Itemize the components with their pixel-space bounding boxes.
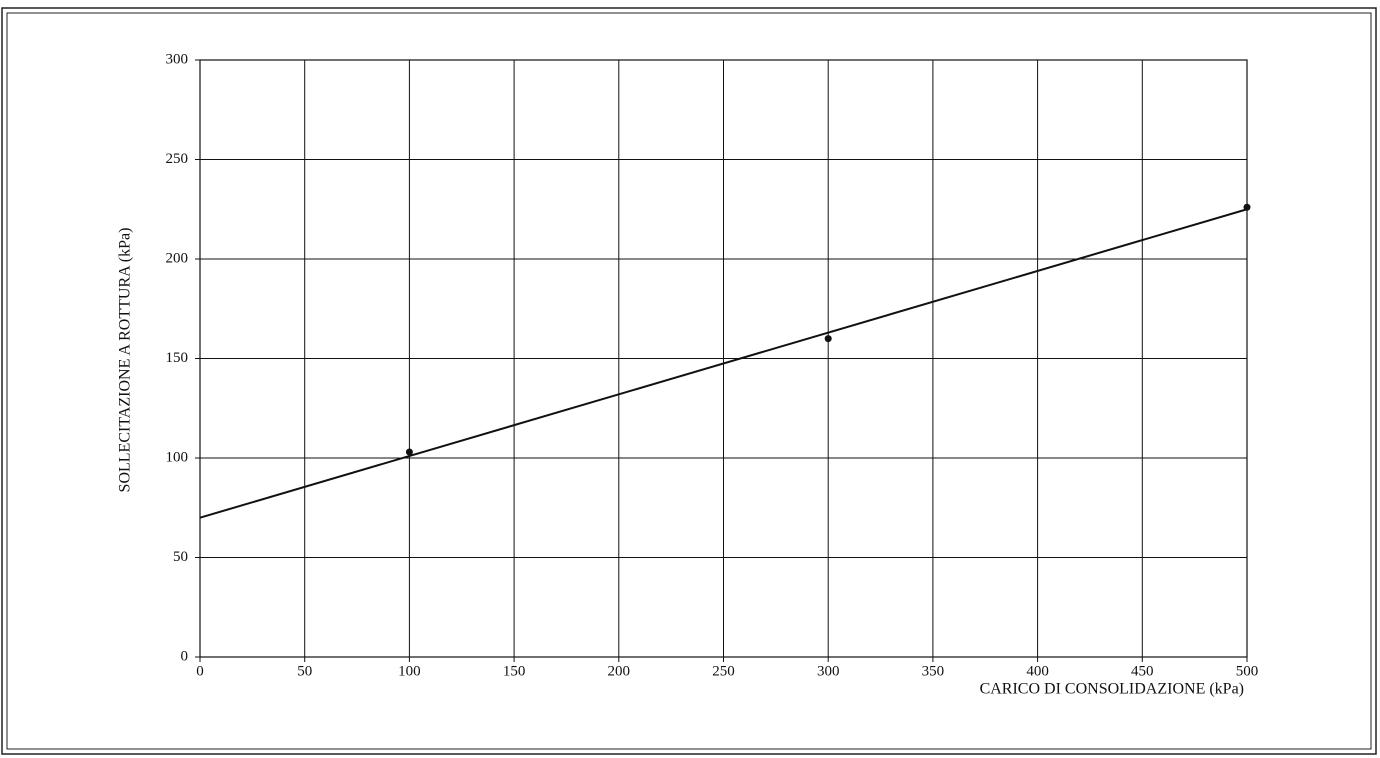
y-tick-label: 200 bbox=[166, 250, 189, 266]
y-tick-label: 100 bbox=[166, 449, 189, 465]
x-tick-label: 200 bbox=[608, 663, 631, 679]
point bbox=[1243, 203, 1251, 211]
y-tick-label: 150 bbox=[166, 350, 189, 366]
x-axis-label: CARICO DI CONSOLIDAZIONE (kPa) bbox=[980, 681, 1244, 698]
trend-line bbox=[199, 208, 1248, 519]
point bbox=[824, 335, 832, 343]
y-axis-label: SOLLECITAZIONE A ROTTURA (kPa) bbox=[117, 228, 134, 493]
x-tick-label: 0 bbox=[196, 663, 204, 679]
y-tick-label: 0 bbox=[181, 648, 189, 664]
y-tick-label: 50 bbox=[173, 549, 188, 565]
x-tick-label: 400 bbox=[1026, 663, 1049, 679]
x-tick-label: 300 bbox=[817, 663, 840, 679]
x-tick-label: 250 bbox=[712, 663, 735, 679]
x-tick-label: 150 bbox=[503, 663, 526, 679]
x-tick-label: 100 bbox=[398, 663, 421, 679]
y-tick-label: 250 bbox=[166, 151, 189, 167]
x-tick-label: 350 bbox=[922, 663, 945, 679]
y-tick-label: 300 bbox=[166, 51, 189, 67]
frame-inner bbox=[6, 12, 1372, 750]
point bbox=[405, 448, 413, 456]
x-tick-label: 50 bbox=[297, 663, 312, 679]
frame-outer bbox=[1, 7, 1377, 755]
x-tick-label: 450 bbox=[1131, 663, 1154, 679]
x-tick-label: 500 bbox=[1236, 663, 1259, 679]
